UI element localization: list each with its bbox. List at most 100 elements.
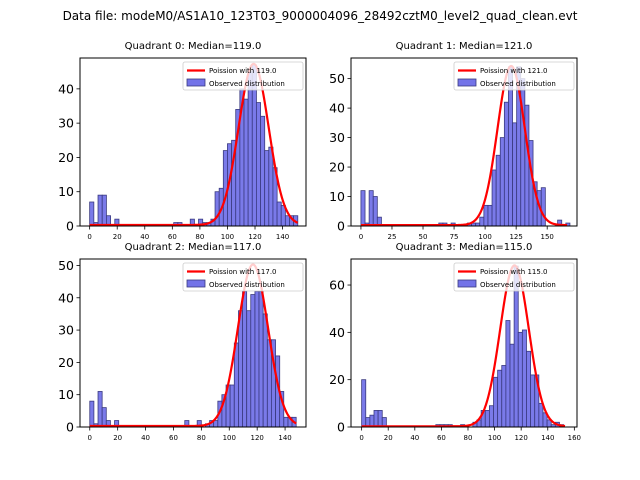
legend-box (453, 61, 575, 91)
x-tick-label: 100 (488, 434, 501, 442)
histogram-bar (501, 365, 507, 428)
legend-entry-observed: Observed distribution (209, 281, 285, 289)
legend-box (182, 61, 304, 91)
x-tick-label: 40 (141, 434, 150, 442)
legend-entry-observed: Observed distribution (209, 80, 285, 88)
histogram-bar (258, 290, 264, 428)
y-tick-label: 50 (329, 71, 345, 86)
histogram-bar (283, 416, 289, 428)
x-tick-label: 0 (88, 434, 92, 442)
legend: Poission with 119.0 Observed distribution (182, 61, 304, 91)
histogram-bar (508, 66, 513, 227)
x-tick-label: 100 (221, 233, 234, 241)
panel-quadrant-2: Quadrant 2: Median=117.0 0 10 20 30 40 50 0 20 40… (58, 242, 307, 442)
histogram-bar (255, 102, 261, 227)
legend: Poission with 115.0 Observed distribution (453, 262, 575, 292)
x-tick-label: 140 (278, 434, 291, 442)
y-tick-label: 50 (58, 258, 74, 273)
x-tick-label: 60 (168, 233, 177, 241)
y-tick-label: 10 (329, 189, 345, 204)
x-tick-label: 75 (450, 233, 459, 241)
panel-title: Quadrant 2: Median=117.0 (125, 242, 262, 253)
histogram-bar (268, 146, 274, 227)
histogram-bar (484, 410, 490, 428)
histogram-bar (509, 343, 515, 428)
histogram-bar (101, 407, 107, 428)
panel-title: Quadrant 1: Median=121.0 (396, 41, 533, 52)
y-tick-label: 20 (329, 372, 345, 387)
legend-box (453, 262, 575, 292)
histogram-bar (97, 194, 103, 227)
y-tick-label: 60 (329, 278, 345, 293)
histogram-bar (524, 104, 530, 227)
histogram-bar (530, 374, 536, 428)
x-tick-label: 40 (410, 434, 419, 442)
histogram-bar (360, 190, 366, 227)
y-tick-label: 40 (329, 325, 345, 340)
histogram-bar (505, 320, 511, 428)
histogram-bar (214, 191, 220, 227)
histogram-bar (229, 384, 235, 428)
histogram-bar (487, 204, 493, 227)
legend-entry-fit: Poission with 115.0 (480, 268, 548, 276)
histogram-bar (243, 98, 249, 227)
histogram-bar (101, 194, 107, 227)
y-tick-label: 30 (58, 323, 74, 338)
axes-frame (79, 57, 307, 227)
x-tick-label: 80 (464, 434, 473, 442)
x-tick-label: 60 (437, 434, 446, 442)
x-tick-label: 100 (223, 434, 236, 442)
y-tick-label: 0 (66, 219, 74, 234)
y-tick-label: 20 (329, 160, 345, 175)
y-tick-label: 40 (329, 101, 345, 116)
x-tick-label: 0 (87, 233, 91, 241)
histogram-bar (264, 150, 270, 227)
histogram-bar (262, 313, 268, 428)
histogram-bar (242, 290, 248, 428)
poisson-fit-line (361, 264, 566, 428)
panel-quadrant-3: Quadrant 3: Median=115.0 0 20 40 60 0 20 40 60 80… (329, 242, 581, 442)
histogram-bar (512, 122, 518, 227)
y-tick-label: 40 (58, 81, 74, 96)
histogram-bar (538, 402, 544, 428)
histogram-bar (526, 350, 532, 428)
legend-entry-observed: Observed distribution (480, 281, 556, 289)
histogram-bar (479, 216, 485, 227)
histogram-bar (372, 196, 378, 227)
histogram-bar (488, 405, 494, 428)
x-tick-label: 40 (140, 233, 149, 241)
histogram-bar (247, 71, 253, 227)
histogram-bar (540, 187, 546, 227)
x-tick-label: 120 (514, 434, 527, 442)
histogram-bar (284, 215, 290, 227)
x-tick-label: 140 (541, 434, 554, 442)
x-tick-label: 20 (384, 434, 393, 442)
y-tick-label: 0 (66, 420, 74, 435)
histogram-bar (250, 294, 256, 428)
histogram-bar (493, 376, 499, 428)
histogram-bar (368, 190, 374, 227)
legend-entry-fit: Poission with 117.0 (209, 268, 277, 276)
x-tick-label: 50 (419, 233, 428, 241)
x-tick-label: 150 (541, 233, 554, 241)
histogram-bar (497, 369, 503, 428)
x-tick-label: 120 (250, 434, 263, 442)
histogram-bar (89, 201, 95, 227)
histogram-bar (361, 379, 367, 428)
x-tick-label: 20 (113, 233, 122, 241)
legend-bar-swatch (457, 78, 477, 87)
panel-title: Quadrant 0: Median=119.0 (125, 41, 262, 52)
histogram-bar (254, 290, 260, 428)
x-tick-label: 80 (195, 233, 204, 241)
legend-entry-observed: Observed distribution (480, 80, 556, 88)
x-tick-label: 125 (509, 233, 522, 241)
legend: Poission with 117.0 Observed distribution (182, 262, 304, 292)
x-tick-label: 20 (113, 434, 122, 442)
histogram-bar (373, 410, 379, 428)
histogram-bar (238, 310, 244, 428)
histogram-bar (260, 115, 266, 227)
axes-frame (79, 258, 307, 428)
histogram-bar (377, 410, 383, 428)
legend-entry-fit: Poission with 119.0 (209, 67, 277, 75)
histogram-bar (495, 154, 501, 227)
